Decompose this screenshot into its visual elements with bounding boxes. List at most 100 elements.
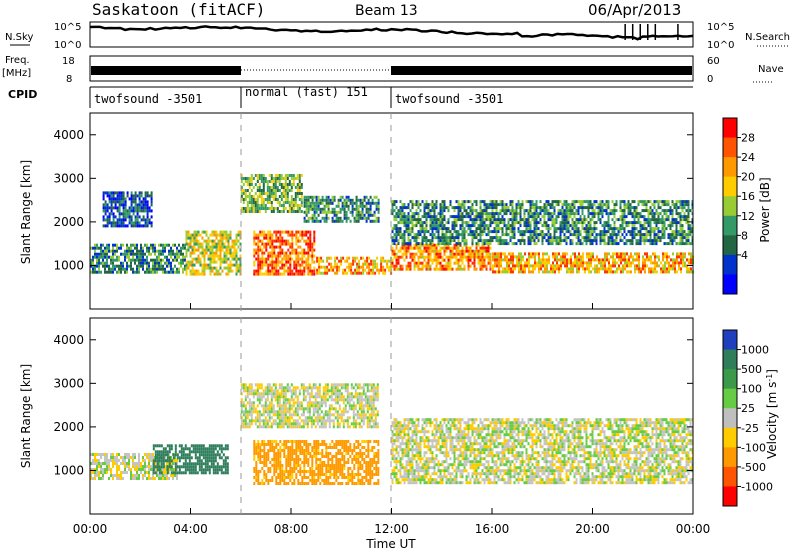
data-cell	[256, 180, 259, 183]
data-cell	[395, 258, 398, 262]
data-cell	[280, 192, 283, 195]
data-cell	[595, 212, 598, 216]
data-cell	[606, 255, 608, 259]
data-cell	[257, 239, 260, 243]
data-cell	[451, 239, 454, 243]
data-cell	[296, 204, 299, 207]
data-cell	[215, 266, 218, 270]
data-cell	[417, 249, 420, 253]
data-cell	[481, 200, 484, 204]
data-cell	[246, 201, 249, 204]
data-cell	[262, 183, 265, 186]
data-cell	[504, 255, 506, 259]
data-cell	[407, 242, 410, 246]
data-cell	[666, 258, 668, 262]
data-cell	[130, 203, 133, 207]
data-cell	[539, 230, 542, 234]
data-cell	[375, 201, 378, 205]
data-cell	[439, 224, 442, 228]
data-cell	[575, 218, 578, 222]
data-cell	[459, 258, 462, 262]
data-cell	[172, 243, 174, 247]
data-cell	[300, 198, 303, 201]
data-cell	[146, 270, 148, 274]
data-cell	[170, 252, 172, 256]
data-cell	[182, 456, 185, 460]
data-cell	[505, 227, 508, 231]
data-cell	[279, 266, 282, 270]
data-cell	[235, 266, 238, 270]
data-cell	[687, 239, 690, 243]
data-cell	[274, 198, 277, 201]
data-cell	[150, 215, 153, 219]
data-cell	[618, 267, 620, 271]
data-cell	[477, 212, 480, 216]
data-cell	[260, 180, 263, 183]
data-cell	[660, 267, 662, 271]
data-cell	[152, 468, 155, 472]
data-cell	[550, 270, 552, 274]
data-cell	[262, 177, 265, 180]
data-cell	[445, 242, 448, 246]
data-cell	[176, 258, 178, 262]
data-cell	[375, 207, 378, 211]
data-cell	[602, 267, 604, 271]
data-cell	[216, 465, 219, 469]
data-cell	[621, 224, 624, 228]
data-cell	[395, 227, 398, 231]
data-cell	[493, 203, 496, 207]
data-cell	[618, 252, 620, 256]
data-cell	[459, 255, 462, 259]
data-cell	[335, 210, 338, 214]
data-cell	[555, 242, 558, 246]
data-cell	[619, 206, 622, 210]
data-cell	[174, 264, 176, 268]
data-cell	[266, 189, 269, 192]
data-cell	[112, 243, 114, 247]
data-cell	[473, 200, 476, 204]
data-cell	[681, 227, 684, 231]
data-cell	[303, 233, 306, 237]
data-cell	[172, 453, 175, 457]
data-cell	[268, 198, 271, 201]
data-cell	[150, 197, 153, 201]
data-cell	[110, 221, 113, 225]
data-cell	[270, 201, 273, 204]
data-cell	[197, 230, 200, 234]
data-cell	[503, 233, 506, 237]
data-cell	[188, 468, 191, 472]
data-cell	[184, 453, 187, 457]
data-cell	[199, 245, 202, 249]
data-cell	[244, 207, 247, 210]
data-cell	[255, 272, 258, 276]
data-cell	[211, 230, 214, 234]
data-cell	[176, 474, 178, 477]
data-cell	[138, 224, 141, 228]
data-cell	[240, 416, 243, 420]
data-cell	[509, 239, 512, 243]
data-cell	[523, 224, 526, 228]
data-cell	[344, 271, 347, 275]
data-cell	[367, 198, 370, 202]
data-cell	[334, 259, 337, 263]
data-cell	[138, 209, 141, 213]
data-cell	[411, 221, 414, 225]
data-cell	[689, 242, 692, 246]
data-cell	[395, 230, 398, 234]
data-cell	[564, 258, 566, 262]
data-cell	[493, 236, 496, 240]
data-cell	[524, 264, 526, 268]
data-cell	[221, 248, 224, 252]
data-cell	[138, 270, 140, 274]
data-cell	[191, 239, 194, 243]
data-cell	[128, 212, 131, 216]
data-cell	[363, 216, 366, 220]
data-cell	[491, 230, 494, 234]
data-cell	[116, 249, 118, 253]
data-cell	[529, 221, 532, 225]
data-cell	[235, 233, 238, 237]
data-cell	[340, 256, 343, 260]
data-cell	[305, 213, 308, 217]
data-cell	[505, 212, 508, 216]
data-cell	[185, 242, 188, 246]
